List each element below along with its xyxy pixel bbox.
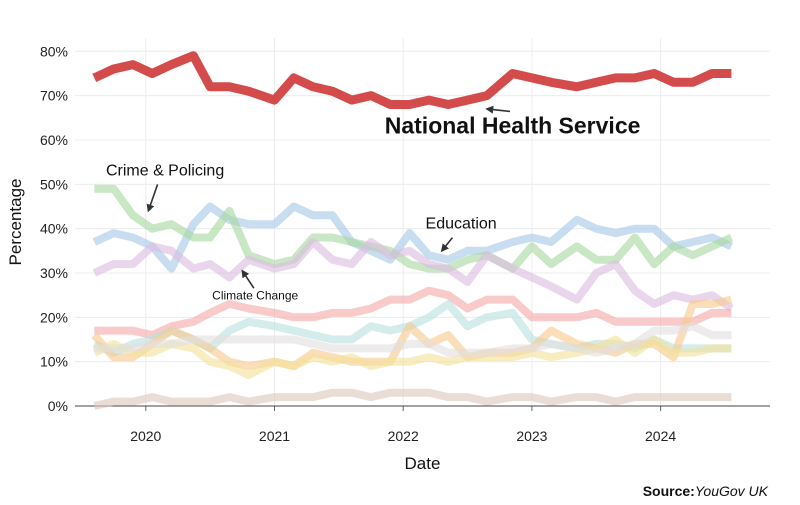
x-tick-label: 2023 bbox=[516, 428, 547, 444]
series-line-education bbox=[94, 184, 734, 273]
x-axis-title: Date bbox=[405, 454, 441, 473]
x-tick-label: 2024 bbox=[645, 428, 676, 444]
x-tick-label: 2020 bbox=[130, 428, 161, 444]
annotation-label: Climate Change bbox=[212, 289, 298, 303]
series-line-unlabeled-8 bbox=[94, 322, 732, 357]
series-line-climate-change bbox=[94, 286, 732, 340]
y-tick-label: 30% bbox=[40, 265, 68, 281]
series-line-unlabeled-3 bbox=[92, 238, 734, 312]
y-tick-label: 50% bbox=[40, 176, 68, 192]
y-tick-label: 20% bbox=[40, 309, 68, 325]
source-credit: Source:YouGov UK bbox=[643, 483, 768, 499]
axes: 0% 10% 20% 30% 40% 50% 60% 70% 80% 2020 2021 2022 20… bbox=[6, 43, 770, 473]
annotation-arrow bbox=[241, 269, 255, 289]
y-tick-label: 80% bbox=[40, 43, 68, 59]
source-label: Source: bbox=[642, 483, 695, 499]
y-tick-label: 40% bbox=[40, 221, 68, 237]
x-tick-label: 2021 bbox=[259, 428, 290, 444]
annotation-label: National Health Service bbox=[385, 112, 641, 138]
source-name: YouGov UK bbox=[694, 483, 768, 499]
y-tick-label: 10% bbox=[40, 354, 68, 370]
annotation-arrow bbox=[146, 184, 159, 213]
x-tick-label: 2022 bbox=[388, 428, 419, 444]
y-tick-label: 60% bbox=[40, 132, 68, 148]
series-lines bbox=[91, 51, 734, 410]
y-tick-label: 70% bbox=[40, 88, 68, 104]
annotation-label: Crime & Policing bbox=[106, 162, 224, 179]
series-line-unlabeled-9 bbox=[93, 388, 732, 410]
annotation-arrow bbox=[440, 237, 454, 253]
y-tick-label: 0% bbox=[48, 398, 68, 414]
annotations: National Health Service Crime & Policing E… bbox=[106, 105, 641, 303]
series-line-national-health-service bbox=[92, 51, 732, 109]
annotation-arrow bbox=[485, 105, 511, 114]
series-line-crime-policing bbox=[92, 202, 734, 273]
y-axis-title: Percentage bbox=[6, 179, 25, 266]
annotation-label: Education bbox=[426, 216, 497, 233]
